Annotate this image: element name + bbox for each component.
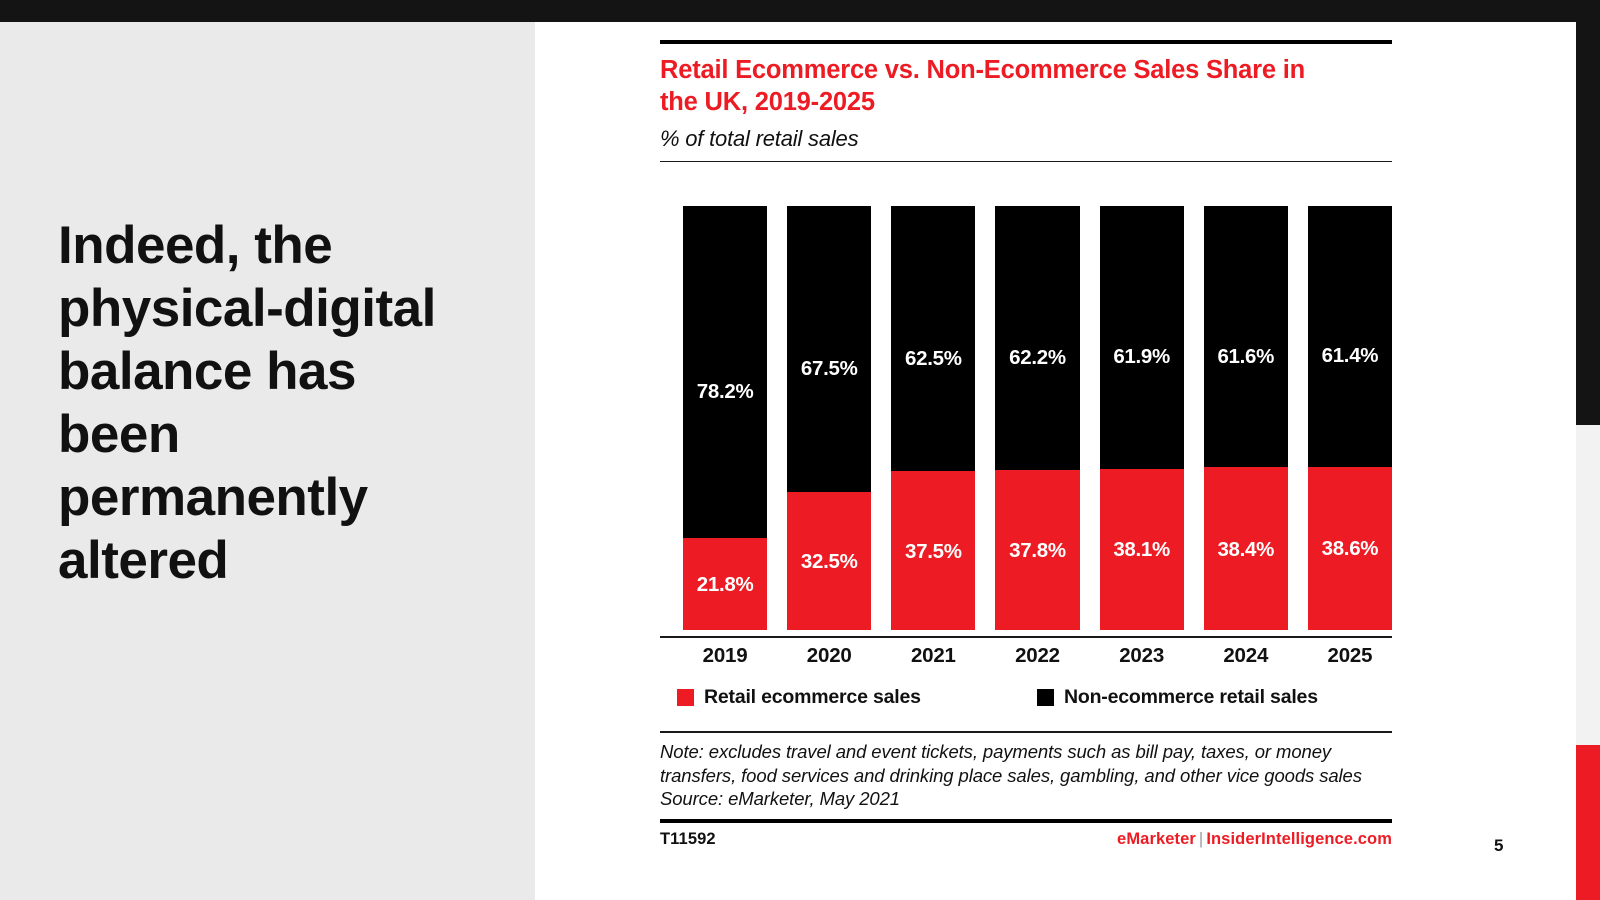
bar-column: 61.9% 38.1% xyxy=(1099,206,1184,631)
bar-segment-non-ecommerce: 62.2% xyxy=(995,206,1080,470)
x-axis-tick-label: 2019 xyxy=(702,644,748,668)
bar-segment-non-ecommerce: 61.4% xyxy=(1307,206,1392,467)
footer-brand-insider: InsiderIntelligence.com xyxy=(1206,830,1392,849)
footer-rule xyxy=(660,819,1392,824)
bar-value-label: 21.8% xyxy=(696,573,754,597)
bar-column: 67.5% 32.5% xyxy=(787,206,872,631)
bar-segment-non-ecommerce: 61.6% xyxy=(1203,206,1288,468)
bar-column: 62.2% 37.8% xyxy=(995,206,1080,631)
bar-segment-ecommerce: 38.4% xyxy=(1203,467,1288,631)
slide-headline: Indeed, the physical-digital balance has… xyxy=(58,216,436,591)
title-rule-bottom xyxy=(660,160,1392,163)
legend-label-non-ecommerce: Non-ecommerce retail sales xyxy=(1064,686,1318,709)
legend-item-ecommerce: Retail ecommerce sales xyxy=(677,686,1037,709)
legend-label-ecommerce: Retail ecommerce sales xyxy=(704,686,921,709)
title-rule-top xyxy=(660,40,1392,44)
legend-swatch-black-icon xyxy=(1037,689,1054,707)
bar-segment-non-ecommerce: 67.5% xyxy=(787,206,872,493)
bar-segment-ecommerce: 38.6% xyxy=(1307,466,1392,631)
right-edge-strip-red xyxy=(1576,745,1600,900)
note-rule xyxy=(660,731,1392,733)
bar-value-label: 38.4% xyxy=(1217,537,1275,561)
left-headline-panel xyxy=(0,22,535,900)
bar-value-label: 61.4% xyxy=(1321,344,1379,368)
legend-item-non-ecommerce: Non-ecommerce retail sales xyxy=(1037,686,1318,709)
bar-value-label: 32.5% xyxy=(800,550,858,574)
x-axis-tick-label: 2025 xyxy=(1327,644,1373,668)
bar-segment-ecommerce: 37.5% xyxy=(891,471,976,631)
bar-segment-non-ecommerce: 61.9% xyxy=(1099,206,1184,469)
bar-segment-non-ecommerce: 62.5% xyxy=(891,206,976,472)
chart-legend: Retail ecommerce sales Non-ecommerce ret… xyxy=(660,686,1392,709)
chart-note: Note: excludes travel and event tickets,… xyxy=(660,740,1362,786)
bar-value-label: 78.2% xyxy=(696,380,754,404)
footer-brand-separator: | xyxy=(1198,830,1204,849)
bar-value-label: 67.5% xyxy=(800,357,858,381)
x-axis-tick-label: 2020 xyxy=(806,644,852,668)
chart-title: Retail Ecommerce vs. Non-Ecommerce Sales… xyxy=(660,56,1305,116)
right-edge-strip-gray xyxy=(1576,425,1600,745)
x-axis-tick-label: 2024 xyxy=(1223,644,1269,668)
footer-chart-code: T11592 xyxy=(660,830,716,849)
bar-value-label: 61.9% xyxy=(1113,345,1170,369)
footer-brand: eMarketer | InsiderIntelligence.com xyxy=(1117,830,1392,849)
bar-column: 62.5% 37.5% xyxy=(891,206,976,631)
x-axis-tick-label: 2022 xyxy=(1015,644,1060,668)
chart-source: Source: eMarketer, May 2021 xyxy=(660,788,900,810)
bar-column: 61.6% 38.4% xyxy=(1203,206,1288,631)
bar-value-label: 61.6% xyxy=(1217,344,1275,368)
bar-value-label: 62.5% xyxy=(905,346,962,370)
x-axis-tick-label: 2023 xyxy=(1119,644,1165,668)
legend-swatch-red-icon xyxy=(677,689,694,707)
bar-segment-ecommerce: 37.8% xyxy=(995,469,1080,631)
bar-value-label: 62.2% xyxy=(1009,346,1066,370)
bar-column: 61.4% 38.6% xyxy=(1307,206,1392,631)
bar-value-label: 38.1% xyxy=(1113,538,1170,562)
top-accent-bar xyxy=(0,0,1600,22)
x-axis-line xyxy=(660,636,1392,639)
bar-group: 78.2% 21.8% 67.5% 32.5% 62.5% 37.5% 62.2% 37.8%… xyxy=(683,206,1392,631)
x-axis-labels: 2019 2020 2021 2022 2023 2024 2025 xyxy=(683,644,1392,668)
bar-segment-ecommerce: 32.5% xyxy=(787,492,872,631)
chart-subtitle: % of total retail sales xyxy=(660,125,859,151)
x-axis-tick-label: 2021 xyxy=(910,644,956,668)
bar-value-label: 37.5% xyxy=(905,539,962,563)
bar-value-label: 37.8% xyxy=(1009,539,1066,563)
bar-value-label: 38.6% xyxy=(1321,537,1379,561)
chart-card: Retail Ecommerce vs. Non-Ecommerce Sales… xyxy=(660,40,1392,849)
bar-segment-non-ecommerce: 78.2% xyxy=(683,206,768,538)
footer-brand-emarketer: eMarketer xyxy=(1117,830,1196,849)
chart-plot-area: 78.2% 21.8% 67.5% 32.5% 62.5% 37.5% 62.2% 37.8%… xyxy=(660,206,1392,639)
bar-column: 78.2% 21.8% xyxy=(683,206,768,631)
page-number: 5 xyxy=(1494,836,1504,855)
bar-segment-ecommerce: 21.8% xyxy=(683,537,768,631)
right-edge-strip-black xyxy=(1576,22,1600,425)
bar-segment-ecommerce: 38.1% xyxy=(1099,468,1184,631)
chart-footer: T11592 eMarketer | InsiderIntelligence.com xyxy=(660,830,1392,849)
